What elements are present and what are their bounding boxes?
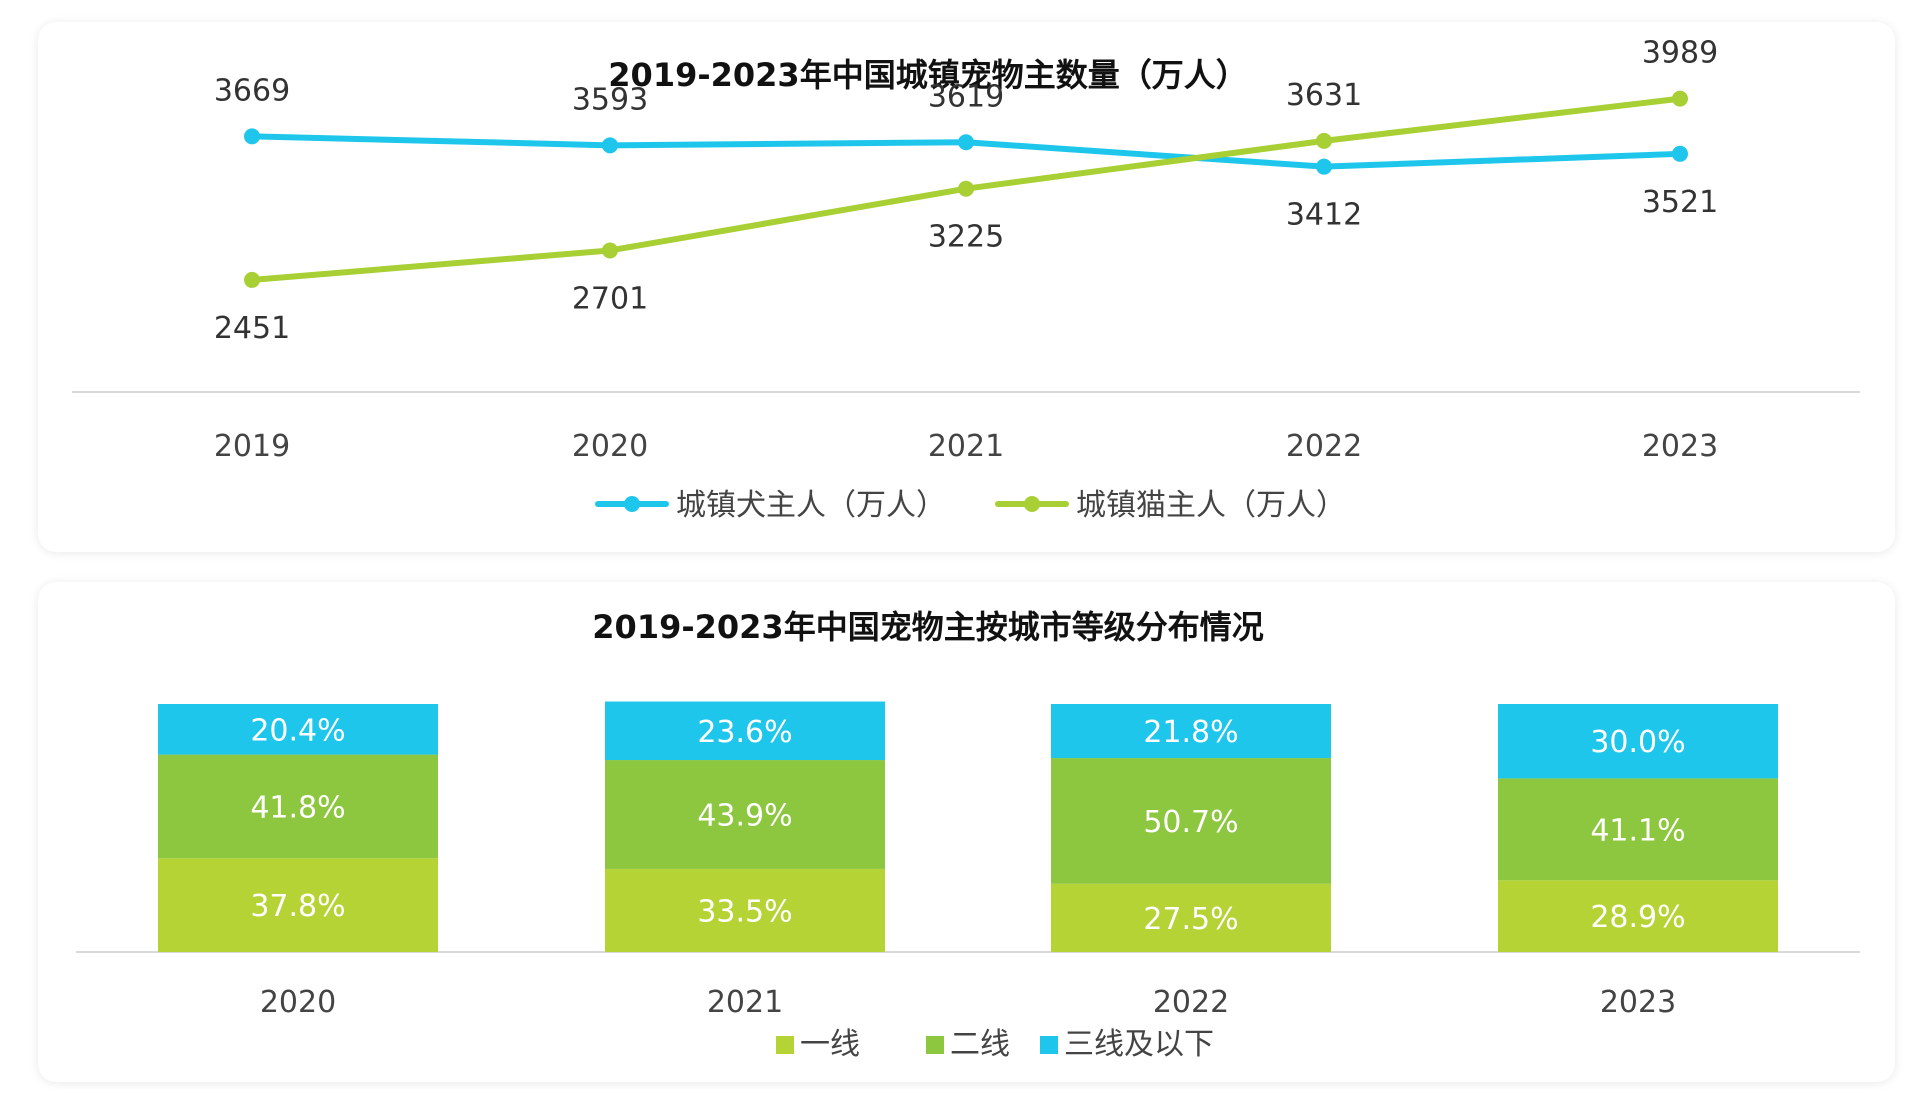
data-label: 3412 xyxy=(1286,198,1362,233)
legend-label-1: 二线 xyxy=(950,1027,1010,1062)
line-chart-panel: 2019-2023年中国城镇宠物主数量（万人） 2019 2020 2021 2022… xyxy=(38,22,1895,552)
bar-segment xyxy=(1051,704,1331,759)
bar-segment xyxy=(605,868,885,952)
segment-label: 27.5% xyxy=(1143,902,1238,937)
data-point xyxy=(1316,132,1332,149)
legend-marker-0 xyxy=(624,496,640,512)
data-point xyxy=(244,128,260,145)
bar-chart-title: 2019-2023年中国宠物主按城市等级分布情况 xyxy=(592,608,1263,646)
bar-segment xyxy=(158,858,438,952)
legend-swatch-2 xyxy=(1040,1036,1058,1054)
line-chart-title: 2019-2023年中国城镇宠物主数量（万人） xyxy=(608,56,1247,94)
segment-label: 21.8% xyxy=(1143,715,1238,750)
data-label: 3669 xyxy=(214,73,290,108)
data-point xyxy=(1316,158,1332,175)
x-tick-label: 2023 xyxy=(1642,429,1718,464)
bar-segment xyxy=(605,760,885,869)
bar-segment xyxy=(1498,880,1778,952)
legend-marker-1 xyxy=(1024,496,1040,512)
data-label: 2451 xyxy=(214,311,290,346)
data-point xyxy=(244,271,260,288)
bar-segment xyxy=(158,704,438,755)
bar-segment xyxy=(1498,778,1778,881)
line-chart: 2019-2023年中国城镇宠物主数量（万人） 2019 2020 2021 2022… xyxy=(72,36,1860,523)
segment-label: 37.8% xyxy=(250,889,345,924)
bar-segment xyxy=(1051,883,1331,952)
segment-label: 50.7% xyxy=(1143,805,1238,840)
segment-label: 41.8% xyxy=(250,790,345,825)
data-point xyxy=(1672,145,1688,162)
segment-label: 41.1% xyxy=(1590,813,1685,848)
bar-segment xyxy=(605,701,885,761)
stacked-bar-chart: 2019-2023年中国宠物主按城市等级分布情况 37.8% 41.8% 20.4%… xyxy=(76,608,1860,1062)
segment-label: 33.5% xyxy=(697,894,792,929)
x-tick-label: 2021 xyxy=(928,429,1004,464)
segment-label: 20.4% xyxy=(250,713,345,748)
data-point xyxy=(602,137,618,154)
data-label: 3631 xyxy=(1286,78,1362,113)
x-tick-label: 2020 xyxy=(572,429,648,464)
data-point xyxy=(1672,90,1688,107)
data-point xyxy=(958,134,974,151)
legend-label-0: 城镇犬主人（万人） xyxy=(676,488,946,523)
data-label: 3619 xyxy=(928,79,1004,114)
x-tick-label: 2023 xyxy=(1600,985,1676,1020)
stacked-bar-panel: 2019-2023年中国宠物主按城市等级分布情况 37.8% 41.8% 20.4%… xyxy=(38,582,1895,1082)
segment-label: 43.9% xyxy=(697,798,792,833)
segment-label: 28.9% xyxy=(1590,900,1685,935)
data-label: 3593 xyxy=(572,82,648,117)
x-tick-label: 2020 xyxy=(260,985,336,1020)
segment-label: 23.6% xyxy=(697,715,792,750)
data-point xyxy=(958,180,974,197)
legend-swatch-0 xyxy=(776,1036,794,1054)
bar-segment xyxy=(1498,704,1778,779)
data-point xyxy=(602,242,618,259)
segment-label: 30.0% xyxy=(1590,725,1685,760)
x-tick-label: 2019 xyxy=(214,429,290,464)
legend-label-2: 三线及以下 xyxy=(1064,1027,1214,1062)
x-tick-label: 2022 xyxy=(1286,429,1362,464)
x-tick-label: 2022 xyxy=(1153,985,1229,1020)
x-tick-label: 2021 xyxy=(707,985,783,1020)
data-label: 3521 xyxy=(1642,185,1718,220)
data-label: 3989 xyxy=(1642,36,1718,71)
legend-swatch-1 xyxy=(926,1036,944,1054)
data-label: 3225 xyxy=(928,220,1004,255)
legend-label-0: 一线 xyxy=(800,1027,860,1062)
legend-label-1: 城镇猫主人（万人） xyxy=(1076,488,1346,523)
bar-segment xyxy=(158,754,438,859)
data-label: 2701 xyxy=(572,281,648,316)
bar-segment xyxy=(1051,758,1331,884)
